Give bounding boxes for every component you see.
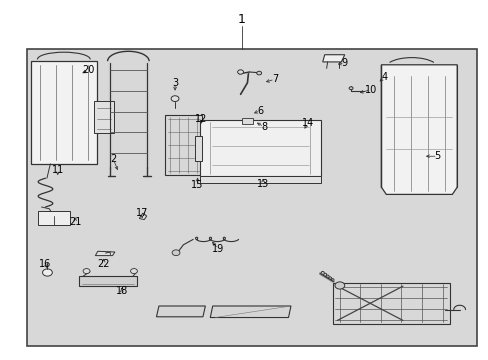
Circle shape [237, 70, 243, 74]
Circle shape [130, 269, 137, 274]
Text: 9: 9 [341, 58, 347, 68]
Text: 16: 16 [39, 258, 51, 269]
Circle shape [83, 269, 90, 274]
Text: 10: 10 [364, 85, 376, 95]
Text: 18: 18 [115, 286, 128, 296]
Text: 17: 17 [135, 208, 148, 219]
Text: 11: 11 [51, 165, 64, 175]
Text: 21: 21 [69, 217, 81, 228]
Text: 14: 14 [301, 118, 313, 128]
Text: 7: 7 [271, 74, 277, 84]
Circle shape [334, 282, 344, 289]
Circle shape [42, 269, 52, 276]
Text: 2: 2 [110, 154, 116, 165]
Text: 1: 1 [238, 13, 245, 26]
Bar [79, 276, 137, 286]
Bar [27, 49, 476, 346]
Text: 8: 8 [261, 122, 266, 132]
Bar [38, 211, 70, 225]
Circle shape [256, 71, 261, 75]
Text: 22: 22 [97, 258, 110, 269]
Text: 13: 13 [256, 179, 269, 189]
Circle shape [172, 250, 180, 256]
Circle shape [348, 87, 352, 90]
Polygon shape [322, 55, 344, 62]
Circle shape [171, 96, 179, 102]
Polygon shape [210, 306, 290, 318]
Bar [332, 283, 449, 324]
Text: 19: 19 [211, 244, 224, 254]
Bar [242, 118, 252, 124]
Bar [31, 61, 97, 164]
Polygon shape [95, 251, 115, 256]
Text: 20: 20 [82, 65, 95, 75]
Polygon shape [199, 120, 320, 176]
Bar [165, 115, 202, 175]
Polygon shape [381, 65, 456, 194]
Text: 3: 3 [172, 78, 178, 88]
Polygon shape [199, 176, 320, 183]
Text: 5: 5 [434, 151, 440, 161]
Bar [194, 136, 202, 161]
Bar [94, 100, 114, 133]
Polygon shape [156, 306, 205, 317]
Polygon shape [139, 213, 146, 220]
Text: 4: 4 [381, 72, 386, 82]
Text: 12: 12 [195, 114, 207, 124]
Text: 15: 15 [191, 180, 203, 190]
Text: 6: 6 [257, 105, 263, 116]
